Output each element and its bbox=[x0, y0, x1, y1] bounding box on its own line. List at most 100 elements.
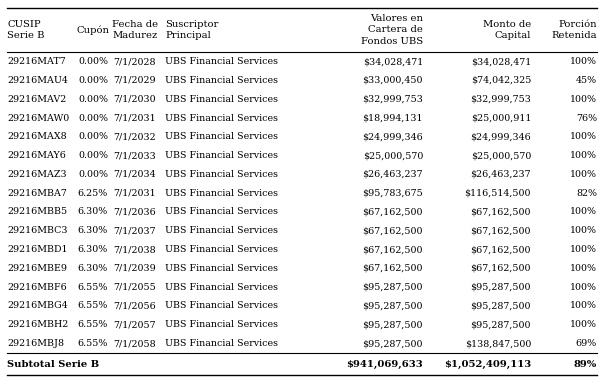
Text: 6.30%: 6.30% bbox=[78, 226, 108, 235]
Text: UBS Financial Services: UBS Financial Services bbox=[165, 170, 278, 179]
Text: 7/1/2055: 7/1/2055 bbox=[113, 283, 157, 292]
Text: UBS Financial Services: UBS Financial Services bbox=[165, 339, 278, 348]
Text: 0.00%: 0.00% bbox=[78, 57, 108, 66]
Text: $74,042,325: $74,042,325 bbox=[470, 76, 531, 85]
Text: 29216MBD1: 29216MBD1 bbox=[7, 245, 68, 254]
Text: $67,162,500: $67,162,500 bbox=[362, 245, 423, 254]
Text: 100%: 100% bbox=[570, 132, 597, 141]
Text: UBS Financial Services: UBS Financial Services bbox=[165, 95, 278, 104]
Text: 100%: 100% bbox=[570, 95, 597, 104]
Text: UBS Financial Services: UBS Financial Services bbox=[165, 320, 278, 329]
Text: Monto de
Capital: Monto de Capital bbox=[483, 20, 531, 40]
Text: 29216MBC3: 29216MBC3 bbox=[7, 226, 68, 235]
Text: UBS Financial Services: UBS Financial Services bbox=[165, 207, 278, 216]
Text: 100%: 100% bbox=[570, 301, 597, 310]
Text: $67,162,500: $67,162,500 bbox=[470, 264, 531, 273]
Text: 29216MAX8: 29216MAX8 bbox=[7, 132, 67, 141]
Text: $95,287,500: $95,287,500 bbox=[362, 320, 423, 329]
Text: 100%: 100% bbox=[570, 283, 597, 292]
Text: 100%: 100% bbox=[570, 264, 597, 273]
Text: 6.55%: 6.55% bbox=[78, 320, 108, 329]
Text: 100%: 100% bbox=[570, 245, 597, 254]
Text: UBS Financial Services: UBS Financial Services bbox=[165, 189, 278, 198]
Text: UBS Financial Services: UBS Financial Services bbox=[165, 151, 278, 160]
Text: 7/1/2029: 7/1/2029 bbox=[113, 76, 157, 85]
Text: $116,514,500: $116,514,500 bbox=[464, 189, 531, 198]
Text: 100%: 100% bbox=[570, 57, 597, 66]
Text: $138,847,500: $138,847,500 bbox=[464, 339, 531, 348]
Text: $26,463,237: $26,463,237 bbox=[470, 170, 531, 179]
Text: $67,162,500: $67,162,500 bbox=[362, 264, 423, 273]
Text: UBS Financial Services: UBS Financial Services bbox=[165, 283, 278, 292]
Text: $95,783,675: $95,783,675 bbox=[362, 189, 423, 198]
Text: Suscriptor
Principal: Suscriptor Principal bbox=[165, 20, 218, 40]
Text: $18,994,131: $18,994,131 bbox=[362, 113, 423, 123]
Text: $95,287,500: $95,287,500 bbox=[362, 339, 423, 348]
Text: Fecha de
Madurez: Fecha de Madurez bbox=[112, 20, 158, 40]
Text: 29216MAW0: 29216MAW0 bbox=[7, 113, 70, 123]
Text: $67,162,500: $67,162,500 bbox=[470, 245, 531, 254]
Text: UBS Financial Services: UBS Financial Services bbox=[165, 57, 278, 66]
Text: $24,999,346: $24,999,346 bbox=[470, 132, 531, 141]
Text: 0.00%: 0.00% bbox=[78, 132, 108, 141]
Text: 29216MBF6: 29216MBF6 bbox=[7, 283, 67, 292]
Text: 0.00%: 0.00% bbox=[78, 151, 108, 160]
Text: $95,287,500: $95,287,500 bbox=[470, 283, 531, 292]
Text: $32,999,753: $32,999,753 bbox=[362, 95, 423, 104]
Text: 69%: 69% bbox=[576, 339, 597, 348]
Text: $95,287,500: $95,287,500 bbox=[470, 320, 531, 329]
Text: 7/1/2033: 7/1/2033 bbox=[113, 151, 157, 160]
Text: UBS Financial Services: UBS Financial Services bbox=[165, 113, 278, 123]
Text: 29216MBA7: 29216MBA7 bbox=[7, 189, 67, 198]
Text: Cupón: Cupón bbox=[77, 25, 110, 35]
Text: 100%: 100% bbox=[570, 226, 597, 235]
Text: 6.30%: 6.30% bbox=[78, 207, 108, 216]
Text: 7/1/2031: 7/1/2031 bbox=[113, 189, 157, 198]
Text: 29216MAY6: 29216MAY6 bbox=[7, 151, 66, 160]
Text: 0.00%: 0.00% bbox=[78, 95, 108, 104]
Text: 82%: 82% bbox=[576, 189, 597, 198]
Text: 6.55%: 6.55% bbox=[78, 301, 108, 310]
Text: 6.55%: 6.55% bbox=[78, 339, 108, 348]
Text: 89%: 89% bbox=[574, 360, 597, 369]
Text: 76%: 76% bbox=[576, 113, 597, 123]
Text: 6.55%: 6.55% bbox=[78, 283, 108, 292]
Text: 7/1/2030: 7/1/2030 bbox=[113, 95, 157, 104]
Text: 29216MBG4: 29216MBG4 bbox=[7, 301, 68, 310]
Text: UBS Financial Services: UBS Financial Services bbox=[165, 264, 278, 273]
Text: 0.00%: 0.00% bbox=[78, 170, 108, 179]
Text: 100%: 100% bbox=[570, 207, 597, 216]
Text: 6.25%: 6.25% bbox=[78, 189, 108, 198]
Text: 29216MBJ8: 29216MBJ8 bbox=[7, 339, 64, 348]
Text: $25,000,570: $25,000,570 bbox=[362, 151, 423, 160]
Text: $24,999,346: $24,999,346 bbox=[362, 132, 423, 141]
Text: UBS Financial Services: UBS Financial Services bbox=[165, 301, 278, 310]
Text: 7/1/2057: 7/1/2057 bbox=[113, 320, 157, 329]
Text: 7/1/2058: 7/1/2058 bbox=[113, 339, 157, 348]
Text: UBS Financial Services: UBS Financial Services bbox=[165, 76, 278, 85]
Text: 6.30%: 6.30% bbox=[78, 245, 108, 254]
Text: 0.00%: 0.00% bbox=[78, 113, 108, 123]
Text: 6.30%: 6.30% bbox=[78, 264, 108, 273]
Text: 100%: 100% bbox=[570, 151, 597, 160]
Text: 0.00%: 0.00% bbox=[78, 76, 108, 85]
Text: UBS Financial Services: UBS Financial Services bbox=[165, 226, 278, 235]
Text: 7/1/2039: 7/1/2039 bbox=[113, 264, 157, 273]
Text: 7/1/2056: 7/1/2056 bbox=[113, 301, 157, 310]
Text: $34,028,471: $34,028,471 bbox=[471, 57, 531, 66]
Text: 7/1/2034: 7/1/2034 bbox=[113, 170, 157, 179]
Text: $33,000,450: $33,000,450 bbox=[362, 76, 423, 85]
Text: 7/1/2032: 7/1/2032 bbox=[113, 132, 157, 141]
Text: 7/1/2028: 7/1/2028 bbox=[114, 57, 156, 66]
Text: 7/1/2036: 7/1/2036 bbox=[113, 207, 157, 216]
Text: 100%: 100% bbox=[570, 320, 597, 329]
Text: $32,999,753: $32,999,753 bbox=[470, 95, 531, 104]
Text: $941,069,633: $941,069,633 bbox=[346, 360, 423, 369]
Text: $95,287,500: $95,287,500 bbox=[362, 283, 423, 292]
Text: UBS Financial Services: UBS Financial Services bbox=[165, 245, 278, 254]
Text: Porción
Retenida: Porción Retenida bbox=[551, 20, 597, 40]
Text: UBS Financial Services: UBS Financial Services bbox=[165, 132, 278, 141]
Text: 29216MAV2: 29216MAV2 bbox=[7, 95, 67, 104]
Text: $67,162,500: $67,162,500 bbox=[470, 226, 531, 235]
Text: 7/1/2038: 7/1/2038 bbox=[113, 245, 157, 254]
